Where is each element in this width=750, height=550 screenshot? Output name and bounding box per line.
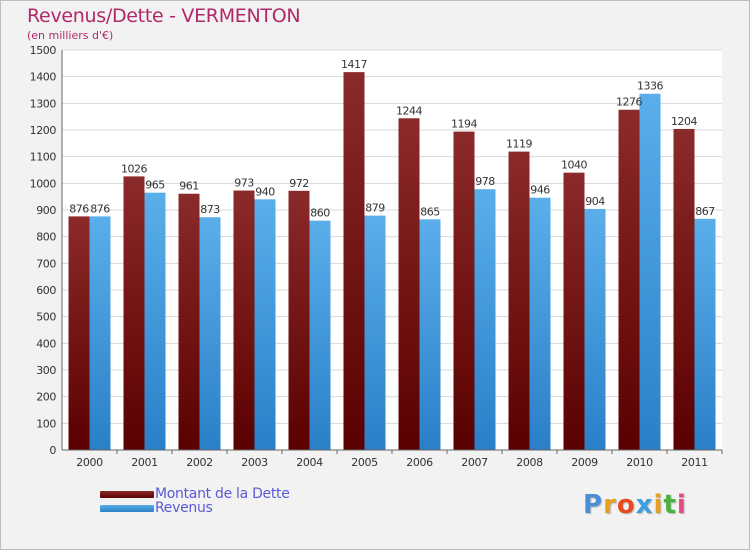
bar-revenus <box>309 220 331 450</box>
data-label: 1276 <box>616 96 642 109</box>
y-tick-label: 0 <box>49 444 56 457</box>
x-tick-label: 2004 <box>296 456 323 469</box>
logo-letter: r <box>603 490 617 520</box>
bar-revenus <box>89 216 111 450</box>
legend-swatch-revenus <box>100 504 154 512</box>
x-tick-label: 2010 <box>626 456 653 469</box>
logo-letter: i <box>676 490 687 520</box>
logo-letter: x <box>635 490 654 520</box>
chart-title: Revenus/Dette - VERMENTON <box>27 5 301 27</box>
bar-debt <box>343 72 365 450</box>
data-label: 1336 <box>637 80 663 93</box>
bar-revenus <box>694 218 716 450</box>
y-tick-label: 900 <box>36 204 56 217</box>
axes: 0 100 200 300 400 500 600 700 800 900 1000 1100 1200… <box>30 44 723 469</box>
data-label: 972 <box>289 177 309 190</box>
logo-letter: i <box>653 490 664 520</box>
legend-item-revenus: Revenus <box>100 500 213 516</box>
data-label: 876 <box>69 202 89 215</box>
bar-debt <box>123 176 145 450</box>
x-tick-label: 2001 <box>131 456 157 469</box>
data-label: 1040 <box>561 159 587 172</box>
data-label: 973 <box>234 177 254 190</box>
grid-lines <box>62 49 722 451</box>
data-label: 940 <box>255 185 275 198</box>
x-tick-label: 2006 <box>406 456 433 469</box>
y-tick-label: 600 <box>36 284 56 297</box>
data-label: 873 <box>200 203 220 216</box>
y-tick-label: 1300 <box>30 97 57 110</box>
logo-letter: P <box>583 490 604 520</box>
data-label: 867 <box>695 205 715 218</box>
x-tick-label: 2009 <box>571 456 598 469</box>
x-tick-label: 2007 <box>461 456 488 469</box>
bar-debt <box>288 190 310 451</box>
bar-revenus <box>144 192 166 450</box>
y-tick-label: 1100 <box>30 151 57 164</box>
bar-revenus <box>419 219 441 450</box>
data-label: 865 <box>420 205 440 218</box>
bar-debt <box>178 193 200 450</box>
bar-debt <box>508 151 530 450</box>
legend-swatch-debt <box>100 490 154 498</box>
legend-label-debt: Montant de la Dette <box>155 486 290 502</box>
data-label: 1204 <box>671 115 697 128</box>
y-tick-label: 500 <box>36 311 56 324</box>
bars <box>68 72 716 451</box>
data-label: 965 <box>145 179 165 192</box>
data-label: 1194 <box>451 118 477 131</box>
y-tick-label: 400 <box>36 337 56 350</box>
legend-item-debt: Montant de la Dette <box>100 486 290 502</box>
bar-debt <box>618 109 640 450</box>
data-label: 946 <box>530 184 550 197</box>
bar-revenus <box>584 208 606 450</box>
proxiti-logo: Proxiti <box>583 490 687 520</box>
data-label: 978 <box>475 175 495 188</box>
bar-debt <box>398 118 420 451</box>
logo-letter: o <box>616 490 636 520</box>
y-tick-label: 200 <box>36 391 56 404</box>
data-label: 860 <box>310 207 330 220</box>
x-tick-label: 2002 <box>186 456 212 469</box>
data-label: 961 <box>179 180 199 193</box>
bar-revenus <box>254 199 276 450</box>
plot-area <box>62 50 722 450</box>
data-label: 904 <box>585 195 605 208</box>
logo-letter: t <box>663 490 677 520</box>
data-label: 1244 <box>396 104 422 117</box>
y-tick-label: 300 <box>36 364 56 377</box>
y-tick-label: 1500 <box>30 44 57 57</box>
y-tick-label: 100 <box>36 417 56 430</box>
bar-revenus <box>639 93 661 450</box>
chart-subtitle: (en milliers d'€) <box>27 29 114 42</box>
bar-revenus <box>364 215 386 450</box>
y-tick-label: 700 <box>36 257 56 270</box>
bar-debt <box>563 172 585 450</box>
x-tick-label: 2000 <box>76 456 103 469</box>
bar-debt <box>673 128 695 450</box>
x-tick-label: 2008 <box>516 456 543 469</box>
y-tick-label: 800 <box>36 231 56 244</box>
data-label: 876 <box>90 202 110 215</box>
x-tick-label: 2003 <box>241 456 268 469</box>
x-tick-label: 2005 <box>351 456 378 469</box>
bar-debt <box>68 216 90 450</box>
data-label: 1417 <box>341 58 367 71</box>
bar-revenus <box>199 217 221 450</box>
y-tick-label: 1000 <box>30 177 57 190</box>
legend-label-revenus: Revenus <box>155 500 213 516</box>
bar-debt <box>453 131 475 450</box>
bar-debt <box>233 190 255 451</box>
data-label: 1026 <box>121 162 147 175</box>
y-tick-label: 1400 <box>30 71 57 84</box>
bar-revenus <box>529 197 551 450</box>
x-tick-label: 2011 <box>681 456 707 469</box>
y-tick-label: 1200 <box>30 124 57 137</box>
data-label: 1119 <box>506 138 532 151</box>
data-label: 879 <box>365 202 385 215</box>
bar-revenus <box>474 189 496 450</box>
